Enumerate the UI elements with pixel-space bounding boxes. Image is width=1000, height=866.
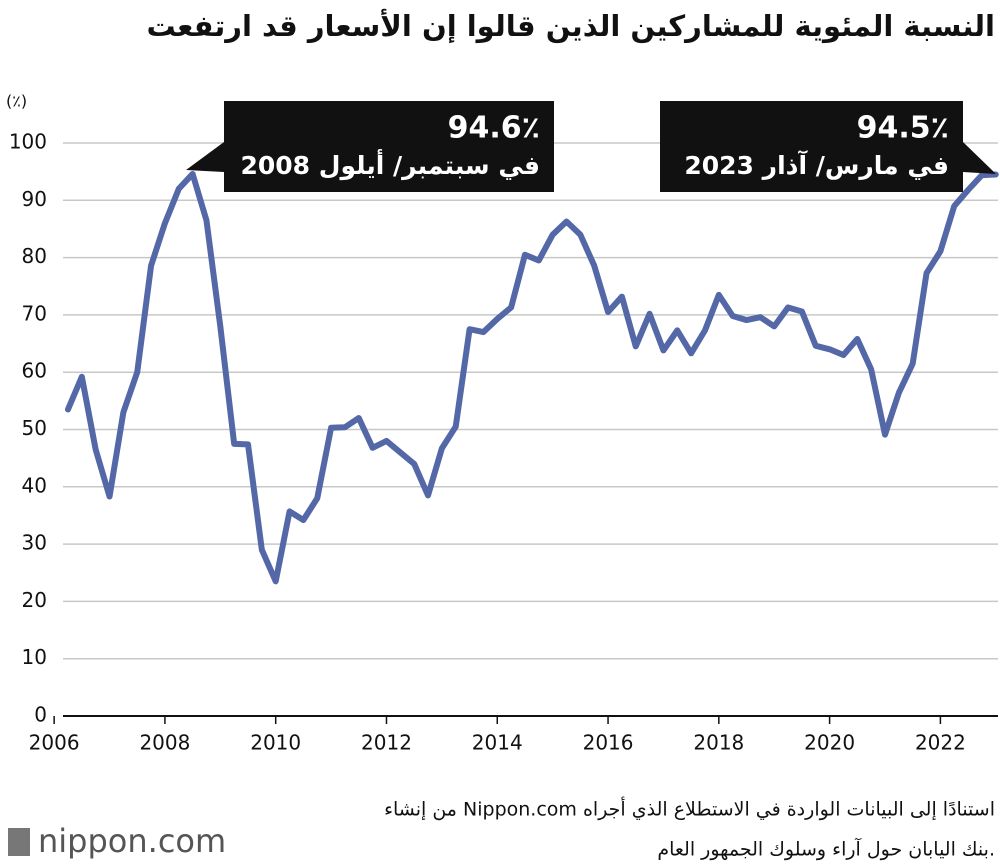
logo: nippon.com [38, 822, 226, 860]
callout-box [224, 101, 554, 192]
callout-pointer [963, 142, 996, 174]
callout-pointer [186, 142, 224, 172]
callout-box [660, 101, 963, 192]
x-tick-label: 2010 [250, 731, 301, 755]
y-tick-label: 60 [22, 359, 47, 383]
callout-value: 94.6٪ [448, 111, 540, 146]
x-tick-label: 2016 [583, 731, 634, 755]
callout-text: في مارس/ آذار 2023 [684, 150, 949, 180]
chart-title: النسبة المئوية للمشاركين الذين قالوا إن … [146, 8, 995, 44]
y-axis-label: (٪) [6, 92, 27, 111]
source-line: من إنشاء Nippon.com استنادًا إلى البيانا… [384, 797, 995, 822]
x-tick-label: 2014 [472, 731, 523, 755]
logo-icon [8, 828, 30, 856]
y-tick-label: 100 [9, 130, 47, 154]
x-tick-label: 2020 [804, 731, 855, 755]
data-line [64, 170, 999, 585]
y-tick-label: 70 [22, 301, 47, 325]
y-tick-label: 30 [22, 531, 47, 555]
x-tick-label: 2008 [139, 731, 190, 755]
y-tick-label: 50 [22, 416, 47, 440]
callout-text: في سبتمبر/ أيلول 2008 [240, 149, 540, 181]
x-tick-label: 2018 [693, 731, 744, 755]
y-tick-label: 0 [34, 703, 47, 727]
x-tick-label: 2006 [29, 731, 80, 755]
x-tick-label: 2012 [361, 731, 412, 755]
y-tick-label: 80 [22, 244, 47, 268]
x-tick-label: 2022 [915, 731, 966, 755]
callout-value: 94.5٪ [857, 111, 949, 146]
y-tick-label: 90 [22, 187, 47, 211]
y-tick-label: 40 [22, 473, 47, 497]
y-tick-label: 10 [22, 645, 47, 669]
y-tick-label: 20 [22, 588, 47, 612]
source-line: بنك اليابان حول آراء وسلوك الجمهور العام… [657, 837, 995, 861]
